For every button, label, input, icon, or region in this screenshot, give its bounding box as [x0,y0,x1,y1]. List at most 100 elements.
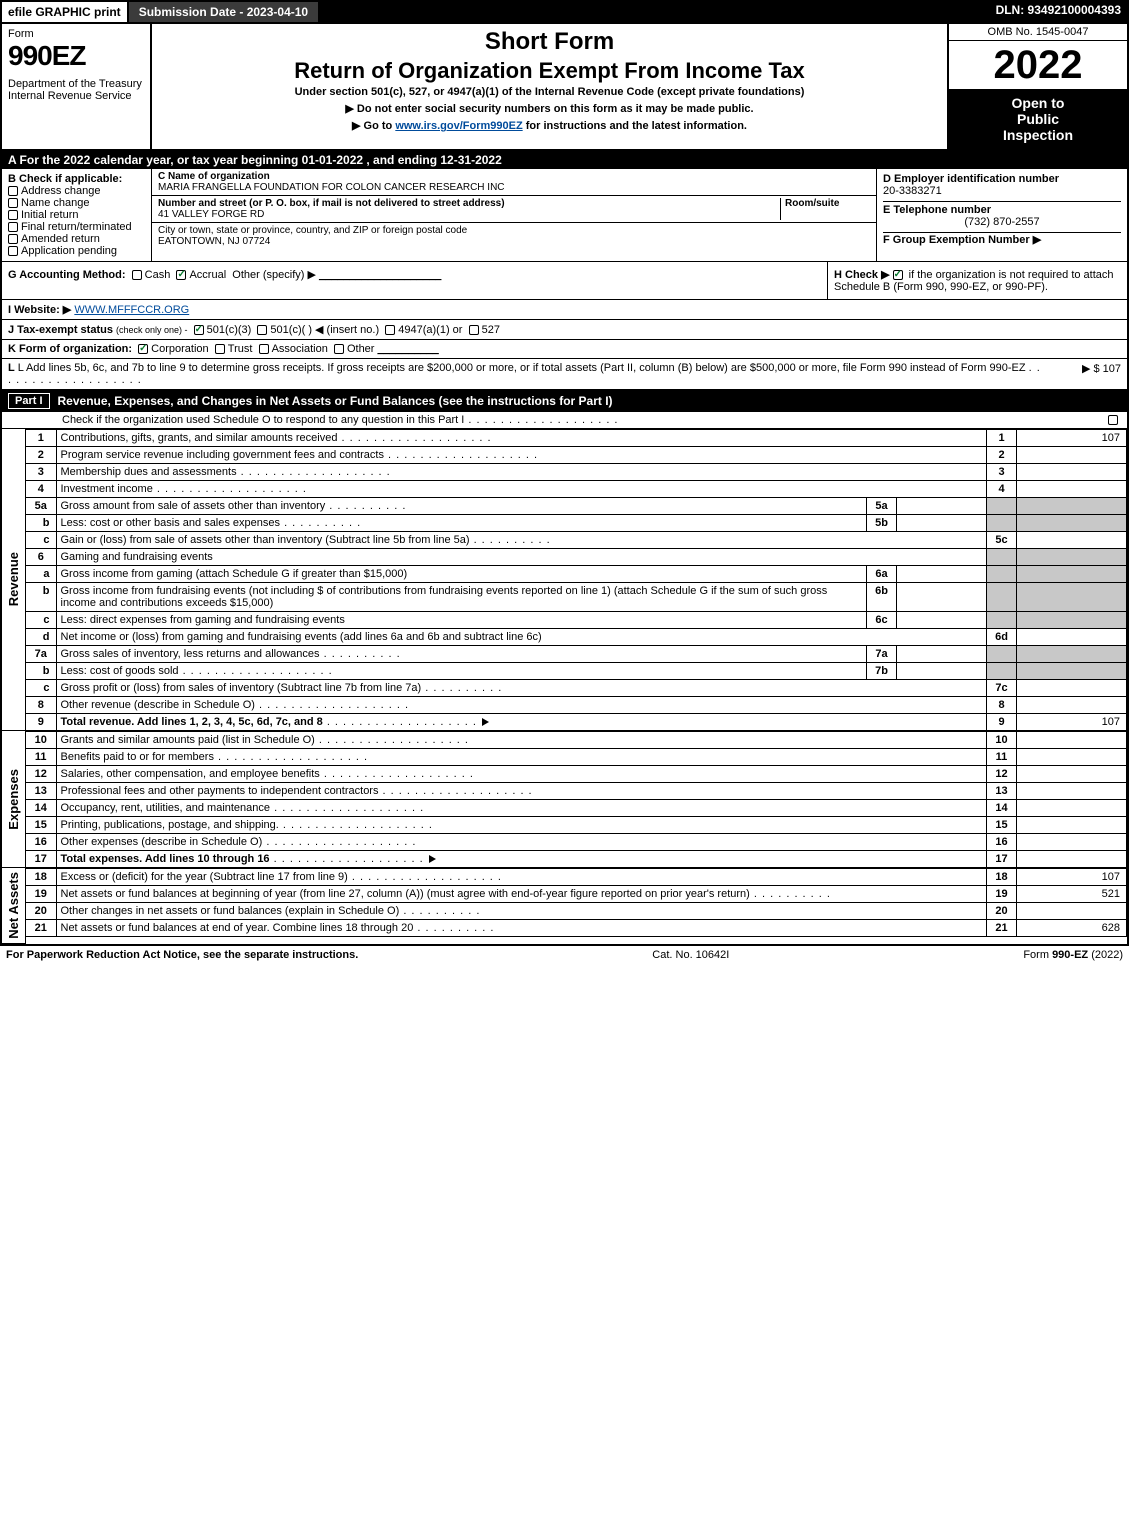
cb-address-change[interactable]: Address change [8,185,145,197]
footer-left: For Paperwork Reduction Act Notice, see … [6,949,358,961]
cb-accrual[interactable] [176,270,186,280]
row-6a: aGross income from gaming (attach Schedu… [26,566,1127,583]
row-14-rv [1017,800,1127,817]
j-opt3: 4947(a)(1) or [398,324,462,336]
g-other-blank[interactable]: ____________________ [319,269,441,281]
row-16-desc: Other expenses (describe in Schedule O) [61,836,263,848]
cb-527[interactable] [469,325,479,335]
footer-right-post: (2022) [1088,949,1123,961]
col-b: B Check if applicable: Address change Na… [2,169,152,261]
header-row: Form 990EZ Department of the Treasury In… [2,24,1127,151]
row-21-rv: 628 [1017,920,1127,937]
row-7a-rn [987,646,1017,663]
row-6c-rv [1017,612,1127,629]
l-text: L L Add lines 5b, 6c, and 7b to line 9 t… [8,362,1041,386]
efile-print-label[interactable]: efile GRAPHIC print [0,0,129,24]
l-gross-receipts-line: L L Add lines 5b, 6c, and 7b to line 9 t… [2,359,1127,390]
b-title: B Check if applicable: [8,173,145,185]
row-5a-rn [987,498,1017,515]
row-19-desc: Net assets or fund balances at beginning… [61,888,750,900]
row-13-rv [1017,783,1127,800]
row-17-num: 17 [26,851,56,868]
row-5a: 5a Gross amount from sale of assets other… [26,498,1127,515]
row-16: 16Other expenses (describe in Schedule O… [26,834,1127,851]
revenue-vlabel: Revenue [4,548,23,610]
row-6c-rn [987,612,1017,629]
cb-association[interactable] [259,344,269,354]
row-2-desc: Program service revenue including govern… [61,449,384,461]
row-3-rv [1017,464,1127,481]
open-public-badge: Open to Public Inspection [949,89,1127,149]
open-public-1: Open to [953,95,1123,111]
row-18: 18 Excess or (deficit) for the year (Subt… [26,869,1127,886]
arrow-icon [429,855,436,863]
under-section: Under section 501(c), 527, or 4947(a)(1)… [158,86,941,98]
goto-line: ▶ Go to www.irs.gov/Form990EZ for instru… [158,119,941,132]
row-3: 3Membership dues and assessments3 [26,464,1127,481]
row-19-rv: 521 [1017,886,1127,903]
row-6b-mv [897,583,987,612]
row-5a-desc: Gross amount from sale of assets other t… [61,500,326,512]
cb-h-not-required[interactable] [893,270,903,280]
row-13-desc: Professional fees and other payments to … [61,785,379,797]
row-9-desc: Total revenue. Add lines 1, 2, 3, 4, 5c,… [61,716,323,728]
cb-name-change-label: Name change [21,197,90,209]
website-link[interactable]: WWW.MFFFCCR.ORG [74,304,189,316]
cb-4947[interactable] [385,325,395,335]
cb-final-return-label: Final return/terminated [21,221,132,233]
row-6-rv [1017,549,1127,566]
cb-cash[interactable] [132,270,142,280]
k-other-blank[interactable]: __________ [378,343,439,355]
row-14-desc: Occupancy, rent, utilities, and maintena… [61,802,271,814]
cb-501c3[interactable] [194,325,204,335]
row-1-num: 1 [26,430,56,447]
c-street-block: Number and street (or P. O. box, if mail… [152,196,876,223]
cb-application-pending-label: Application pending [21,245,117,257]
row-8-num: 8 [26,697,56,714]
cb-amended-return[interactable]: Amended return [8,233,145,245]
row-5a-mn: 5a [867,498,897,515]
submission-date: Submission Date - 2023-04-10 [129,0,320,24]
row-3-num: 3 [26,464,56,481]
goto-post: for instructions and the latest informat… [523,120,747,132]
row-18-desc: Excess or (deficit) for the year (Subtra… [61,871,348,883]
open-public-2: Public [953,111,1123,127]
row-10-desc: Grants and similar amounts paid (list in… [61,734,315,746]
row-13-num: 13 [26,783,56,800]
org-street: 41 VALLEY FORGE RD [158,209,780,220]
row-4-rn: 4 [987,481,1017,498]
irs-link[interactable]: www.irs.gov/Form990EZ [395,120,522,132]
form-number: 990EZ [8,40,144,72]
i-website-line: I Website: ▶ WWW.MFFFCCR.ORG [2,300,1127,320]
row-6c: cLess: direct expenses from gaming and f… [26,612,1127,629]
j-label: J Tax-exempt status [8,324,113,336]
row-4-num: 4 [26,481,56,498]
cb-501c[interactable] [257,325,267,335]
row-1-rv: 107 [1017,430,1127,447]
row-11-desc: Benefits paid to or for members [61,751,214,763]
row-1: 1Contributions, gifts, grants, and simil… [26,430,1127,447]
row-5b-mv [897,515,987,532]
row-6-desc: Gaming and fundraising events [56,549,987,566]
row-6c-mn: 6c [867,612,897,629]
i-label: I Website: ▶ [8,304,71,316]
cb-final-return[interactable]: Final return/terminated [8,221,145,233]
cb-application-pending[interactable]: Application pending [8,245,145,257]
row-14: 14 Occupancy, rent, utilities, and mainte… [26,800,1127,817]
form-label: Form [8,28,144,40]
cb-corporation[interactable] [138,344,148,354]
row-10-num: 10 [26,732,56,749]
row-5c-num: c [26,532,56,549]
row-18-num: 18 [26,869,56,886]
row-20-rn: 20 [987,903,1017,920]
cb-name-change[interactable]: Name change [8,197,145,209]
cb-other-org[interactable] [334,344,344,354]
row-14-num: 14 [26,800,56,817]
g-other: Other (specify) ▶ [232,269,316,281]
row-9-rv: 107 [1017,714,1127,731]
row-13: 13 Professional fees and other payments t… [26,783,1127,800]
row-6d-rv [1017,629,1127,646]
cb-trust[interactable] [215,344,225,354]
cb-initial-return[interactable]: Initial return [8,209,145,221]
cb-schedule-o[interactable] [1108,415,1118,425]
